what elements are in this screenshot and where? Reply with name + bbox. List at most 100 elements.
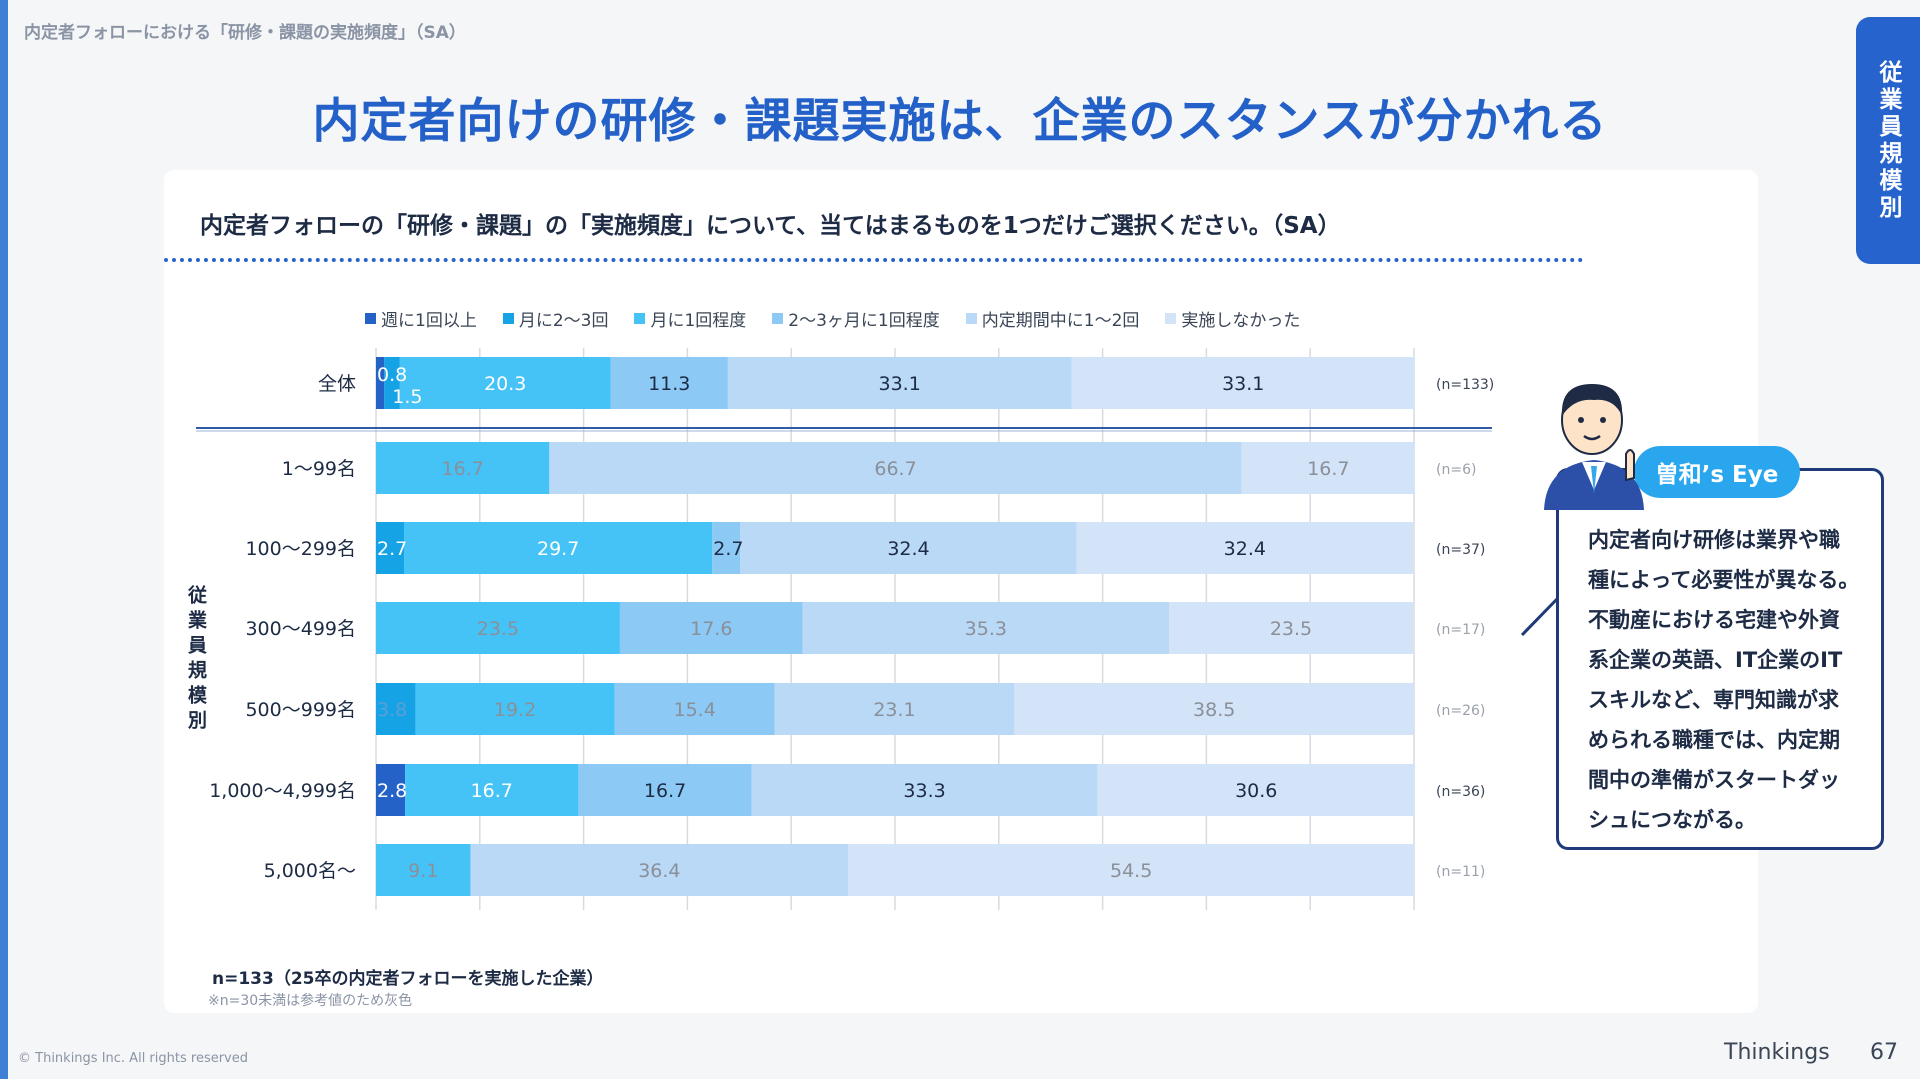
data-label: 16.7 bbox=[1307, 458, 1349, 480]
commentary-line: 内定者向け研修は業界や職 bbox=[1588, 528, 1840, 552]
bar-segment bbox=[376, 357, 385, 409]
legend-swatch bbox=[502, 313, 514, 324]
chart-legend: 週に1回以上 月に2〜3回 月に1回程度 2〜3ヶ月に1回程度 内定期間中に1〜2回 実施… bbox=[365, 306, 1326, 331]
sample-size-label: (n=36) bbox=[1436, 784, 1485, 800]
commentary-line: 不動産における宅建や外資 bbox=[1588, 608, 1840, 632]
bar-segment bbox=[415, 683, 615, 735]
data-label: 11.3 bbox=[648, 373, 690, 395]
data-label: 30.6 bbox=[1235, 780, 1277, 802]
category-label: 300〜499名 bbox=[245, 618, 356, 640]
category-label: 全体 bbox=[318, 373, 356, 395]
bar-segment bbox=[712, 522, 741, 574]
data-label: 66.7 bbox=[874, 458, 916, 480]
data-label: 15.4 bbox=[674, 699, 716, 721]
brand-name: Thinkings bbox=[1724, 1040, 1830, 1065]
legend-label: 週に1回以上 bbox=[381, 311, 477, 331]
commentary-line: 系企業の英語、IT企業のIT bbox=[1588, 648, 1843, 672]
data-label: 32.4 bbox=[887, 538, 929, 560]
sample-size-label: (n=6) bbox=[1436, 462, 1476, 478]
sample-size-label: (n=26) bbox=[1436, 703, 1485, 719]
commentary-text: 内定者向け研修は業界や職 種によって必要性が異なる。 不動産における宅建や外資 系企業… bbox=[1588, 520, 1878, 840]
bar-segment bbox=[1076, 522, 1413, 574]
side-tab-employee-size[interactable]: 従業員規模別 bbox=[1856, 17, 1920, 264]
bar-segment bbox=[751, 764, 1098, 816]
category-label: 5,000名〜 bbox=[264, 860, 356, 882]
breadcrumb: 内定者フォローにおける「研修・課題の実施頻度」（SA） bbox=[24, 23, 466, 43]
sample-size-label: (n=17) bbox=[1436, 622, 1485, 638]
data-label: 17.6 bbox=[690, 618, 732, 640]
bar-segment bbox=[376, 764, 406, 816]
legend-item: 内定期間中に1〜2回 bbox=[965, 306, 1139, 331]
sample-size-label: (n=11) bbox=[1436, 864, 1485, 880]
sample-note: n=133（25卒の内定者フォローを実施した企業） bbox=[212, 969, 604, 989]
bar-segment bbox=[727, 357, 1072, 409]
data-label: 36.4 bbox=[638, 860, 680, 882]
page-title: 内定者向けの研修・課題実施は、企業のスタンスが分かれる bbox=[312, 94, 1608, 149]
data-label: 35.3 bbox=[965, 618, 1007, 640]
data-label: 54.5 bbox=[1110, 860, 1152, 882]
sample-size-label: (n=133) bbox=[1436, 377, 1494, 393]
legend-swatch bbox=[772, 313, 784, 324]
data-label: 38.5 bbox=[1193, 699, 1235, 721]
sample-size-label: (n=37) bbox=[1436, 542, 1485, 558]
data-label: 32.4 bbox=[1224, 538, 1266, 560]
data-label: 3.8 bbox=[377, 699, 407, 721]
category-label: 100〜299名 bbox=[245, 538, 356, 560]
bar-segment bbox=[610, 357, 728, 409]
bar-segment bbox=[1014, 683, 1414, 735]
bar-segment bbox=[802, 602, 1170, 654]
commentary-line: スキルなど、専門知識が求 bbox=[1588, 688, 1839, 712]
legend-swatch bbox=[634, 313, 646, 324]
commentary-box bbox=[1556, 468, 1884, 850]
bar-segment bbox=[376, 602, 620, 654]
data-label: 33.1 bbox=[879, 373, 921, 395]
data-label: 0.8 bbox=[377, 364, 407, 386]
bar-segment bbox=[376, 683, 416, 735]
data-label: 23.5 bbox=[1270, 618, 1312, 640]
data-label: 16.7 bbox=[442, 458, 484, 480]
bar-segment bbox=[848, 844, 1414, 896]
data-label: 19.2 bbox=[494, 699, 536, 721]
legend-label: 月に1回程度 bbox=[650, 311, 747, 331]
data-label: 23.5 bbox=[477, 618, 519, 640]
page-number: 67 bbox=[1870, 1040, 1898, 1065]
bar-segment bbox=[1169, 602, 1413, 654]
bar-segment bbox=[1241, 442, 1416, 494]
bar-segment bbox=[376, 844, 471, 896]
data-label: 1.5 bbox=[392, 386, 422, 408]
legend-label: 実施しなかった bbox=[1181, 311, 1301, 331]
bar-segment bbox=[404, 522, 713, 574]
bar-segment bbox=[384, 357, 400, 409]
data-label: 33.1 bbox=[1222, 373, 1264, 395]
bar-segment bbox=[399, 357, 611, 409]
left-accent-bar bbox=[0, 0, 8, 1079]
data-label: 2.8 bbox=[377, 780, 407, 802]
data-label: 9.1 bbox=[408, 860, 438, 882]
speech-pointer bbox=[1520, 596, 1560, 637]
bar-segment bbox=[774, 683, 1015, 735]
category-label: 1,000〜4,999名 bbox=[209, 780, 356, 802]
legend-item: 2〜3ヶ月に1回程度 bbox=[772, 306, 940, 331]
question-divider bbox=[164, 258, 1584, 262]
bar-segment bbox=[549, 442, 1242, 494]
bar-segment bbox=[376, 442, 550, 494]
bar-segment bbox=[619, 602, 803, 654]
copyright: © Thinkings Inc. All rights reserved bbox=[18, 1051, 249, 1066]
advisor-avatar-icon bbox=[1544, 384, 1644, 510]
legend-item: 月に1回程度 bbox=[634, 306, 746, 331]
commentary-line: められる職種では、内定期 bbox=[1588, 728, 1840, 752]
data-label: 23.1 bbox=[873, 699, 915, 721]
data-label: 16.7 bbox=[644, 780, 686, 802]
legend-swatch bbox=[365, 313, 376, 324]
bar-segment bbox=[740, 522, 1077, 574]
grey-note: ※n=30未満は参考値のため灰色 bbox=[208, 993, 413, 1009]
data-label: 2.7 bbox=[377, 538, 407, 560]
data-label: 29.7 bbox=[537, 538, 579, 560]
data-label: 20.3 bbox=[484, 373, 526, 395]
category-label: 1〜99名 bbox=[282, 458, 356, 480]
legend-swatch bbox=[1165, 313, 1177, 324]
bar-segment bbox=[376, 522, 405, 574]
bar-segment bbox=[470, 844, 849, 896]
category-label: 500〜999名 bbox=[245, 699, 356, 721]
